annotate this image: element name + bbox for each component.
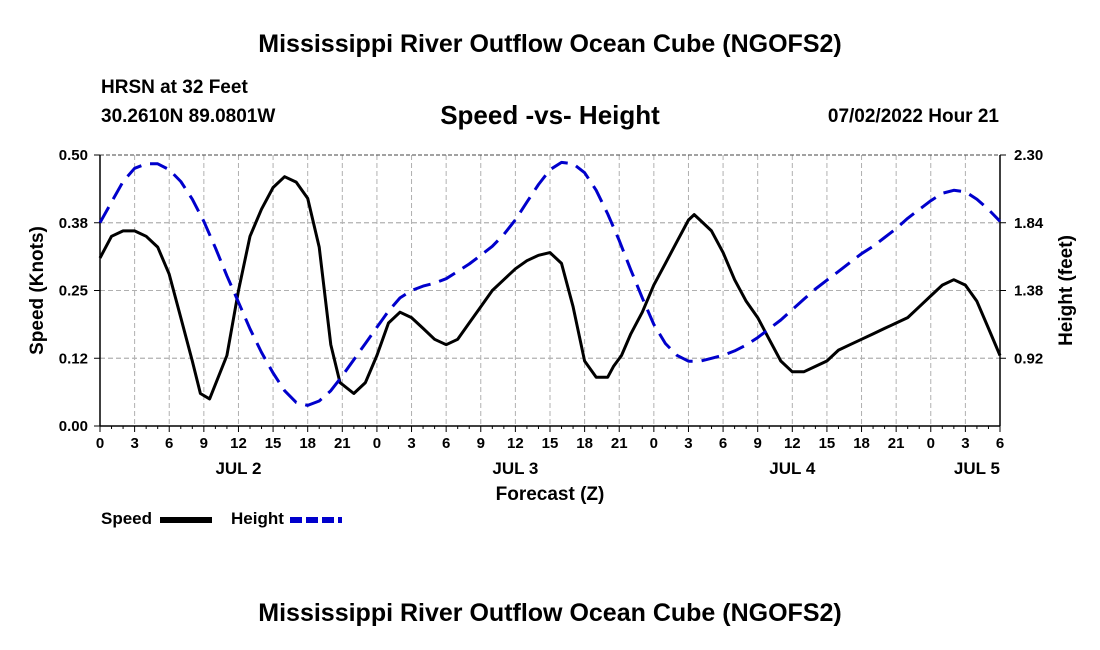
coordinates-label: 30.2610N 89.0801W bbox=[101, 106, 276, 127]
x-tick-label: 6 bbox=[165, 435, 173, 452]
chart-title: Mississippi River Outflow Ocean Cube (NG… bbox=[258, 30, 842, 58]
x-tick-label: 21 bbox=[334, 435, 351, 452]
x-tick-label: 0 bbox=[927, 435, 935, 452]
x-tick-label: 12 bbox=[230, 435, 247, 452]
y-tick-label: 0.12 bbox=[59, 350, 88, 367]
x-tick-label: 3 bbox=[407, 435, 415, 452]
x-tick-label: 15 bbox=[542, 435, 559, 452]
x-tick-label: 12 bbox=[784, 435, 801, 452]
series-line-speed bbox=[98, 175, 1002, 401]
x-axis-title: Forecast (Z) bbox=[496, 484, 605, 505]
x-tick-label: 3 bbox=[684, 435, 692, 452]
y-tick-label: 0.50 bbox=[59, 147, 88, 164]
x-tick-label: 3 bbox=[961, 435, 969, 452]
x-tick-label: 21 bbox=[611, 435, 628, 452]
x-tick-label: 0 bbox=[96, 435, 104, 452]
y-axis-title: Speed (Knots) bbox=[27, 226, 48, 355]
x-tick-label: 12 bbox=[507, 435, 524, 452]
y2-tick-label: 2.30 bbox=[1014, 147, 1043, 164]
x-tick-label: 9 bbox=[477, 435, 485, 452]
x-day-label: JUL 3 bbox=[492, 459, 538, 478]
x-tick-label: 0 bbox=[650, 435, 658, 452]
footer-title: Mississippi River Outflow Ocean Cube (NG… bbox=[258, 599, 842, 627]
x-tick-label: 6 bbox=[996, 435, 1004, 452]
y-tick-label: 0.00 bbox=[59, 418, 88, 435]
y2-axis-title: Height (feet) bbox=[1056, 235, 1077, 346]
x-day-label: JUL 5 bbox=[954, 459, 1000, 478]
x-tick-label: 15 bbox=[819, 435, 836, 452]
x-tick-label: 9 bbox=[200, 435, 208, 452]
legend-speed-label: Speed bbox=[101, 509, 153, 528]
forecast-datetime: 07/02/2022 Hour 21 bbox=[827, 106, 999, 127]
y-tick-label: 0.25 bbox=[59, 283, 88, 300]
x-tick-label: 18 bbox=[576, 435, 593, 452]
series-line-height bbox=[98, 160, 1002, 407]
x-tick-label: 18 bbox=[299, 435, 316, 452]
legend-height-label: Height bbox=[231, 509, 284, 528]
x-day-label: JUL 2 bbox=[215, 459, 261, 478]
x-tick-label: 21 bbox=[888, 435, 905, 452]
x-tick-label: 3 bbox=[130, 435, 138, 452]
x-tick-label: 9 bbox=[754, 435, 762, 452]
chart-subtitle: Speed -vs- Height bbox=[440, 100, 660, 130]
x-tick-label: 6 bbox=[442, 435, 450, 452]
y-tick-label: 0.38 bbox=[59, 215, 88, 232]
y2-tick-label: 1.38 bbox=[1014, 283, 1043, 300]
x-day-label: JUL 4 bbox=[769, 459, 816, 478]
x-tick-label: 0 bbox=[373, 435, 381, 452]
station-label: HRSN at 32 Feet bbox=[101, 77, 248, 98]
x-tick-label: 6 bbox=[719, 435, 727, 452]
x-tick-label: 15 bbox=[265, 435, 282, 452]
x-tick-label: 18 bbox=[853, 435, 870, 452]
y2-tick-label: 1.84 bbox=[1014, 215, 1044, 232]
y2-tick-label: 0.92 bbox=[1014, 350, 1043, 367]
